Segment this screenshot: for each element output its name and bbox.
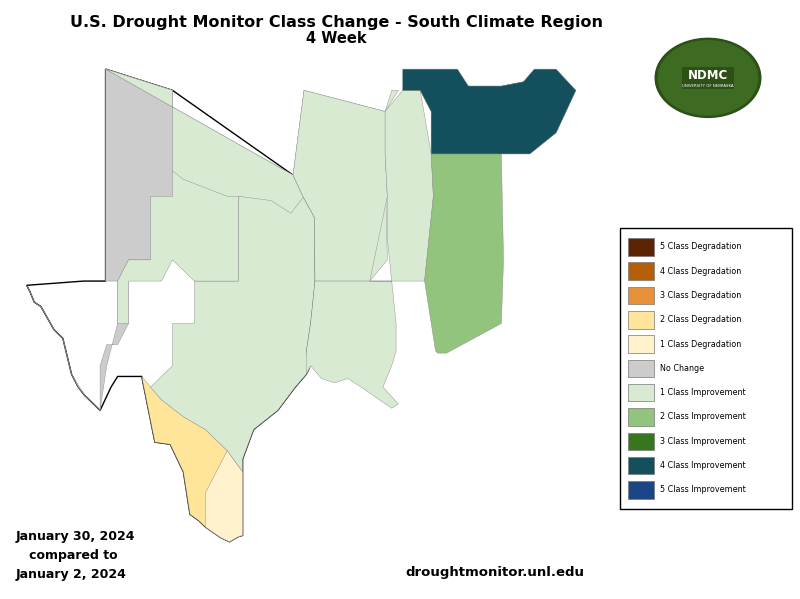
Circle shape [658, 41, 758, 115]
Text: January 30, 2024
   compared to
January 2, 2024: January 30, 2024 compared to January 2, … [16, 530, 135, 581]
Polygon shape [370, 90, 434, 281]
Polygon shape [306, 281, 398, 409]
Bar [628, 481, 654, 498]
Text: 1 Class Degradation: 1 Class Degradation [660, 340, 742, 349]
Bar [628, 262, 654, 280]
Polygon shape [26, 69, 173, 410]
Bar [628, 311, 654, 329]
Text: 1 Class Improvement: 1 Class Improvement [660, 388, 746, 397]
Bar [628, 287, 654, 304]
Bar [628, 457, 654, 474]
Text: No Change: No Change [660, 364, 704, 373]
Text: U.S. Drought Monitor Class Change - South Climate Region: U.S. Drought Monitor Class Change - Sout… [70, 15, 602, 30]
Polygon shape [402, 82, 576, 154]
Bar [628, 384, 654, 401]
Text: NDMC: NDMC [688, 69, 728, 82]
Polygon shape [150, 196, 315, 472]
FancyBboxPatch shape [620, 228, 792, 509]
Polygon shape [142, 376, 242, 541]
Text: 4 Class Degradation: 4 Class Degradation [660, 267, 742, 276]
Text: 3 Class Degradation: 3 Class Degradation [660, 291, 742, 300]
Text: 4 Week: 4 Week [306, 31, 366, 46]
Text: 5 Class Degradation: 5 Class Degradation [660, 243, 742, 252]
Polygon shape [206, 450, 242, 541]
Bar [628, 359, 654, 377]
Text: UNIVERSITY OF NEBRASKA: UNIVERSITY OF NEBRASKA [682, 84, 734, 88]
Bar [628, 432, 654, 450]
Polygon shape [425, 154, 503, 353]
Bar [628, 335, 654, 353]
Text: 2 Class Improvement: 2 Class Improvement [660, 413, 746, 422]
Polygon shape [106, 69, 314, 217]
Bar [628, 408, 654, 426]
Text: 2 Class Degradation: 2 Class Degradation [660, 315, 742, 324]
Bar [628, 238, 654, 256]
Polygon shape [293, 90, 387, 281]
Polygon shape [402, 69, 576, 154]
Text: 3 Class Improvement: 3 Class Improvement [660, 437, 746, 446]
Circle shape [655, 38, 761, 117]
Polygon shape [106, 69, 295, 323]
Polygon shape [26, 69, 315, 541]
Bar [682, 67, 734, 89]
Text: 5 Class Improvement: 5 Class Improvement [660, 485, 746, 494]
Text: 4 Class Improvement: 4 Class Improvement [660, 461, 746, 470]
Text: droughtmonitor.unl.edu: droughtmonitor.unl.edu [405, 566, 584, 579]
Polygon shape [293, 90, 398, 281]
